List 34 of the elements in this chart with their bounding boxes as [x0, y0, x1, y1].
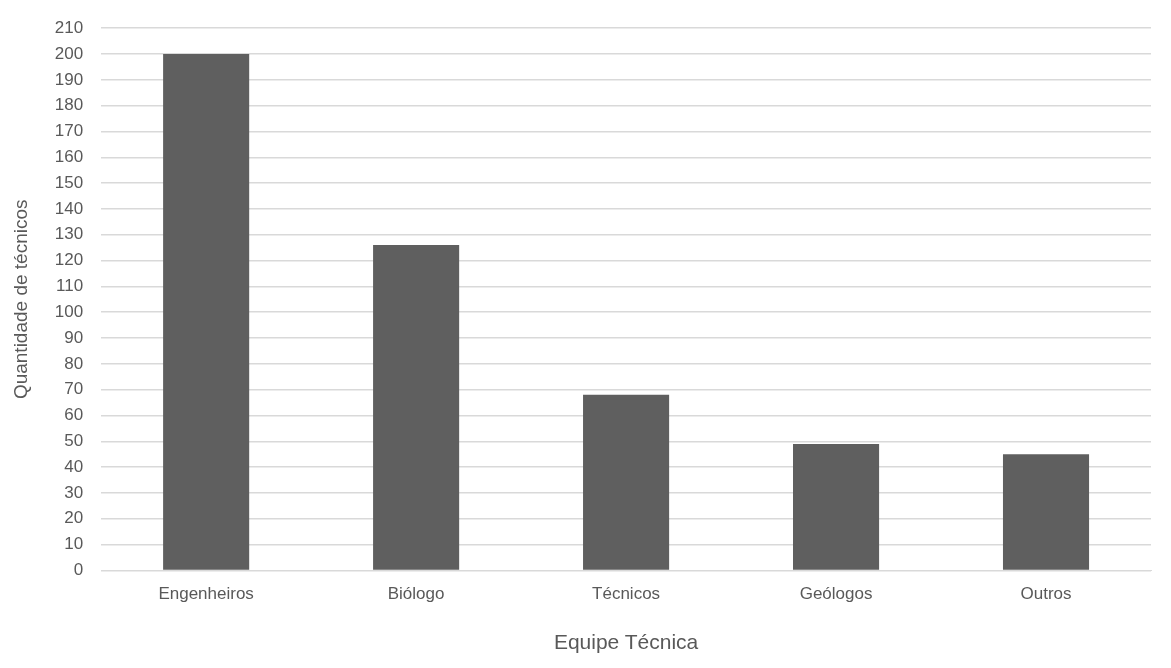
y-tick-label: 30 [64, 482, 84, 502]
y-tick-label: 20 [64, 508, 84, 528]
x-axis-title: Equipe Técnica [553, 630, 699, 654]
y-tick-label: 100 [54, 301, 84, 321]
y-tick-label: 170 [54, 121, 84, 141]
x-tick-label: Biólogo [387, 584, 445, 604]
x-tick-label: Geólogos [799, 584, 873, 604]
y-tick-label: 200 [54, 43, 84, 63]
x-tick-label: Engenheiros [158, 584, 254, 604]
y-tick-label: 140 [54, 198, 84, 218]
y-axis-title: Quantidade de técnicos [9, 199, 31, 400]
bar [793, 443, 880, 570]
y-tick-label: 150 [54, 172, 84, 192]
y-tick-label: 190 [54, 69, 84, 89]
y-tick-label: 160 [54, 146, 84, 166]
y-tick-label: 70 [64, 379, 84, 399]
y-tick-label: 60 [64, 405, 84, 425]
y-tick-label: 120 [54, 250, 84, 270]
y-tick-label: 180 [54, 95, 84, 115]
bar [163, 54, 250, 570]
y-tick-label: 10 [64, 534, 84, 554]
y-tick-label: 80 [64, 353, 84, 373]
y-tick-label: 90 [64, 327, 84, 347]
bar [583, 394, 670, 570]
x-tick-label: Outros [1020, 584, 1072, 604]
bar [1002, 454, 1090, 570]
y-tick-label: 40 [64, 456, 84, 476]
y-tick-label: 50 [64, 430, 84, 450]
y-tick-label: 110 [56, 276, 84, 296]
y-tick-label: 210 [54, 17, 84, 37]
bar [373, 245, 460, 570]
y-tick-label: 130 [54, 224, 84, 244]
x-tick-label: Técnicos [592, 584, 661, 604]
y-tick-label: 0 [73, 560, 84, 580]
